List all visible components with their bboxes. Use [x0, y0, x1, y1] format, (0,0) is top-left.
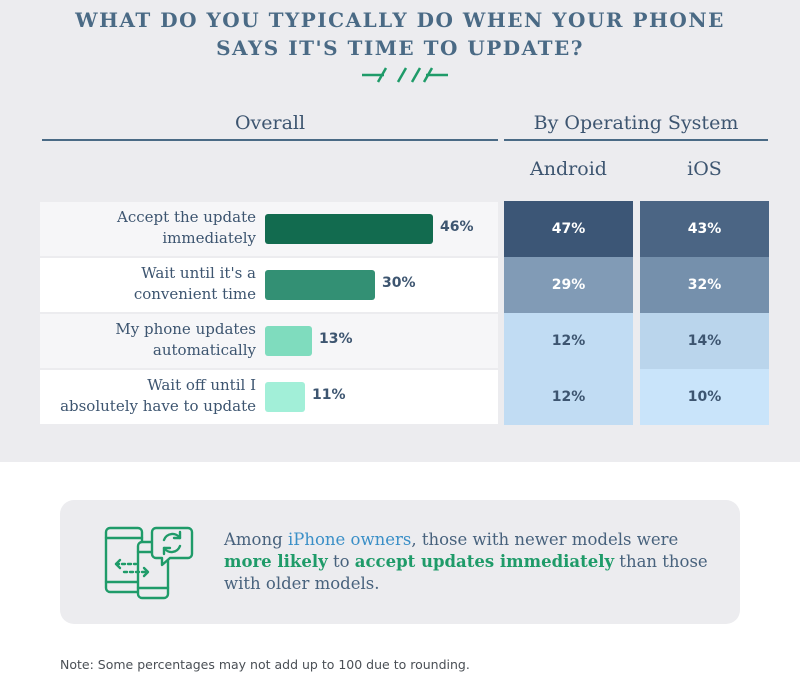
heatmap-cell: 12% [504, 313, 633, 369]
callout-card [60, 500, 740, 624]
phone-update-icon [104, 526, 194, 600]
bar-value-label: 30% [382, 275, 416, 291]
heatmap-cell: 29% [504, 257, 633, 313]
overall-heading: Overall [234, 112, 306, 134]
footnote: Note: Some percentages may not add up to… [60, 657, 470, 672]
android-column-label: Android [530, 158, 607, 180]
overall-rule [42, 139, 498, 141]
category-label: Wait off until I absolutely have to upda… [60, 376, 256, 415]
highlight-more-likely: more likely [224, 552, 328, 571]
category-label: Accept the update immediately [117, 208, 256, 247]
heatmap-cell: 12% [504, 369, 633, 425]
heatmap-cell: 43% [640, 201, 769, 257]
bar [265, 270, 375, 300]
heatmap-cell: 10% [640, 369, 769, 425]
bar-value-label: 46% [440, 219, 474, 235]
title-line-2: SAYS IT'S TIME TO UPDATE? [216, 36, 584, 60]
os-heading: By Operating System [533, 112, 739, 134]
os-rule [504, 139, 768, 141]
callout-text: Among iPhone owners, those with newer mo… [224, 530, 708, 593]
heatmap-cell: 47% [504, 201, 633, 257]
ios-column-label: iOS [687, 158, 722, 180]
highlight-iphone-owners: iPhone owners [287, 530, 412, 549]
bar [265, 214, 433, 244]
heatmap-cell: 32% [640, 257, 769, 313]
bar [265, 326, 312, 356]
highlight-accept-updates: accept updates immediately [354, 552, 615, 571]
heatmap-cell: 14% [640, 313, 769, 369]
chart-title: WHAT DO YOU TYPICALLY DO WHEN YOUR PHONE… [0, 6, 800, 62]
bar-value-label: 13% [319, 331, 353, 347]
category-label: My phone updates automatically [115, 320, 256, 359]
category-label: Wait until it's a convenient time [133, 264, 256, 303]
bar [265, 382, 305, 412]
title-line-1: WHAT DO YOU TYPICALLY DO WHEN YOUR PHONE [75, 8, 725, 32]
bar-value-label: 11% [312, 387, 346, 403]
title-divider-icon [362, 67, 448, 83]
